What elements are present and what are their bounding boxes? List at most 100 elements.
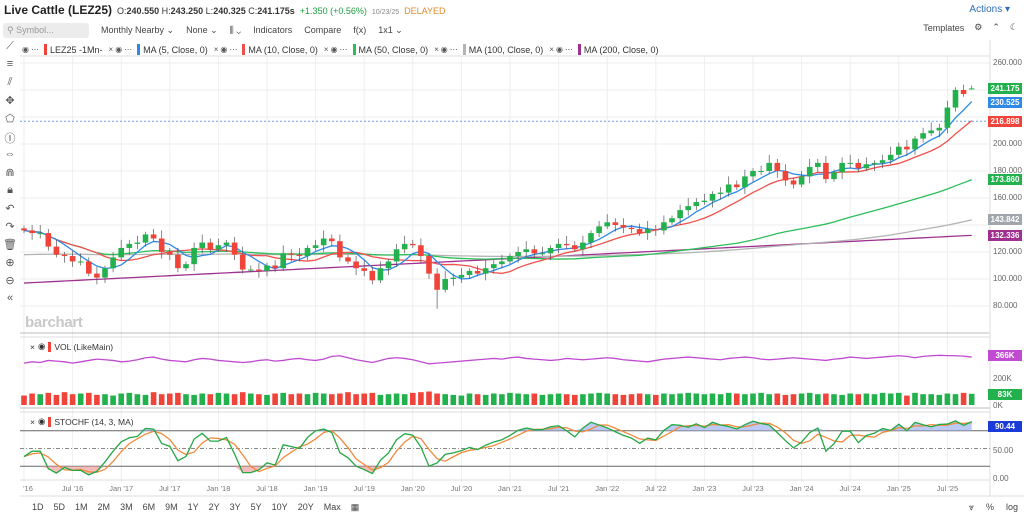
close-icon[interactable]: × <box>323 45 329 54</box>
candle-body <box>669 218 675 223</box>
zoom-in-icon[interactable]: ⊕ <box>5 257 15 269</box>
lock-icon[interactable]: 🔒︎ <box>7 184 13 196</box>
range-button-20y[interactable]: 20Y <box>297 502 314 512</box>
price-label: 173.860 <box>988 173 1022 185</box>
close-icon[interactable]: × <box>108 45 114 54</box>
range-button-3y[interactable]: 3Y <box>229 502 241 512</box>
log-scale-button[interactable]: log <box>1005 502 1018 512</box>
volume-axis-tick: 200K <box>993 374 1012 383</box>
legend-entry[interactable]: × ◉ ⋯ MA (10, Close, 0) <box>214 44 318 55</box>
legend-entry[interactable]: × ◉ ⋯ MA (100, Close, 0) <box>434 44 543 55</box>
symbol-search-input[interactable]: ⚲ Symbol... <box>3 22 89 38</box>
redo-icon[interactable]: ↷ <box>5 221 15 233</box>
eye-icon[interactable]: ◉ <box>220 45 228 54</box>
volume-bar <box>839 394 845 405</box>
range-button-5y[interactable]: 5Y <box>250 502 262 512</box>
close-icon[interactable]: × <box>30 341 35 352</box>
eye-icon[interactable]: ◉ <box>115 45 123 54</box>
color-swatch <box>577 44 581 55</box>
color-swatch <box>352 44 356 55</box>
volume-bar <box>401 394 408 405</box>
candle-body <box>815 162 821 167</box>
volume-bar <box>507 392 513 405</box>
eye-icon[interactable]: ◉ <box>555 45 563 54</box>
layout-select[interactable]: 1x1 ⌄ <box>378 24 403 35</box>
chart-type-select[interactable]: ⫼ ⌄ <box>229 24 242 35</box>
more-icon[interactable]: ⋯ <box>229 45 238 54</box>
volume-bar <box>539 394 546 405</box>
close-icon[interactable]: × <box>30 416 35 427</box>
eye-icon[interactable]: ◉ <box>440 45 448 54</box>
candle-body <box>636 229 643 234</box>
price-axis-tick: 120.000 <box>993 247 1022 256</box>
legend-entry[interactable]: × ◉ ⋯ MA (50, Close, 0) <box>324 44 428 55</box>
dark-mode-icon[interactable]: ☾ <box>1009 22 1018 32</box>
candle-body <box>37 233 43 235</box>
range-button-1d[interactable]: 1D <box>32 502 44 512</box>
eye-icon[interactable]: ◉ <box>22 45 29 54</box>
move-tool-icon[interactable]: ✥ <box>5 95 15 107</box>
volume-bar <box>928 394 934 405</box>
fib-tool-icon[interactable]: ≡ <box>6 58 14 70</box>
gear-icon[interactable]: ⚙ <box>974 22 983 32</box>
more-icon[interactable]: ⋯ <box>449 45 458 54</box>
range-button-5d[interactable]: 5D <box>53 502 66 512</box>
eye-icon[interactable]: ◉ <box>37 416 46 426</box>
range-button-10y[interactable]: 10Y <box>271 502 288 512</box>
eye-icon[interactable]: ◉ <box>37 341 46 351</box>
range-button-3m[interactable]: 3M <box>120 502 133 512</box>
undo-icon[interactable]: ↶ <box>5 203 15 215</box>
legend-entry[interactable]: ◉ ⋯ LEZ25 -1Mn- <box>22 44 103 55</box>
period-select[interactable]: Monthly Nearby ⌄ <box>101 24 175 35</box>
volume-bar <box>936 394 943 405</box>
range-button-6m[interactable]: 6M <box>142 502 156 512</box>
percent-scale-button[interactable]: % <box>985 502 994 512</box>
more-icon[interactable]: ⋯ <box>339 45 348 54</box>
collapse-icon[interactable]: ⌃ <box>992 22 1000 32</box>
range-button-9m[interactable]: 9M <box>165 502 178 512</box>
aggregation-select[interactable]: None ⌄ <box>186 24 218 35</box>
line-tool-icon[interactable]: ⟋ <box>6 40 14 52</box>
collapse-toolbar-icon[interactable]: « <box>6 292 14 304</box>
more-icon[interactable]: ⋯ <box>30 45 39 54</box>
range-button-max[interactable]: Max <box>323 502 341 512</box>
legend-entry[interactable]: × ◉ ⋯ MA (5, Close, 0) <box>109 44 208 55</box>
time-axis-tick: Jul '23 <box>742 484 764 493</box>
close-icon[interactable]: × <box>213 45 219 54</box>
volume-bar <box>353 394 359 405</box>
compare-button[interactable]: Compare <box>304 25 342 35</box>
text-tool-icon[interactable]: Ⓘ <box>4 133 16 145</box>
candle-body <box>499 261 505 265</box>
measure-tool-icon[interactable]: ⇔ <box>4 148 16 160</box>
magnet-icon[interactable]: ⋒ <box>5 167 15 179</box>
candle-body <box>604 222 610 227</box>
trash-icon[interactable]: 🗑︎ <box>3 239 17 251</box>
actions-menu[interactable]: Actions ▾ <box>969 4 1010 15</box>
zoom-out-icon[interactable]: ⊖ <box>5 275 15 287</box>
more-icon[interactable]: ⋯ <box>124 45 133 54</box>
fx-button[interactable]: f(x) <box>353 25 367 35</box>
range-button-2m[interactable]: 2M <box>97 502 111 512</box>
legend-entry[interactable]: × ◉ ⋯ MA (200, Close, 0) <box>549 44 658 55</box>
more-icon[interactable]: ⋯ <box>564 45 573 54</box>
price-axis-tick: 80.000 <box>993 301 1018 310</box>
candle-body <box>102 268 108 278</box>
range-button-1y[interactable]: 1Y <box>187 502 199 512</box>
eye-icon[interactable]: ◉ <box>330 45 338 54</box>
range-button-2y[interactable]: 2Y <box>208 502 220 512</box>
close-icon[interactable]: × <box>434 45 439 54</box>
collapse-panes-icon[interactable]: ⩔ <box>968 502 974 512</box>
close-icon[interactable]: × <box>549 45 554 54</box>
pattern-tool-icon[interactable]: ⫽ <box>7 76 13 88</box>
candle-body <box>507 256 513 262</box>
price-axis-tick: 160.000 <box>993 193 1022 202</box>
shape-tool-icon[interactable]: ⬠ <box>5 113 15 125</box>
volume-bar <box>572 394 578 405</box>
calendar-icon[interactable]: ▦ <box>350 502 360 512</box>
range-button-1m[interactable]: 1M <box>75 502 88 512</box>
templates-button[interactable]: Templates <box>923 22 965 33</box>
volume-bar <box>499 394 505 405</box>
candle-body <box>798 176 805 185</box>
indicators-button[interactable]: Indicators <box>253 25 293 35</box>
